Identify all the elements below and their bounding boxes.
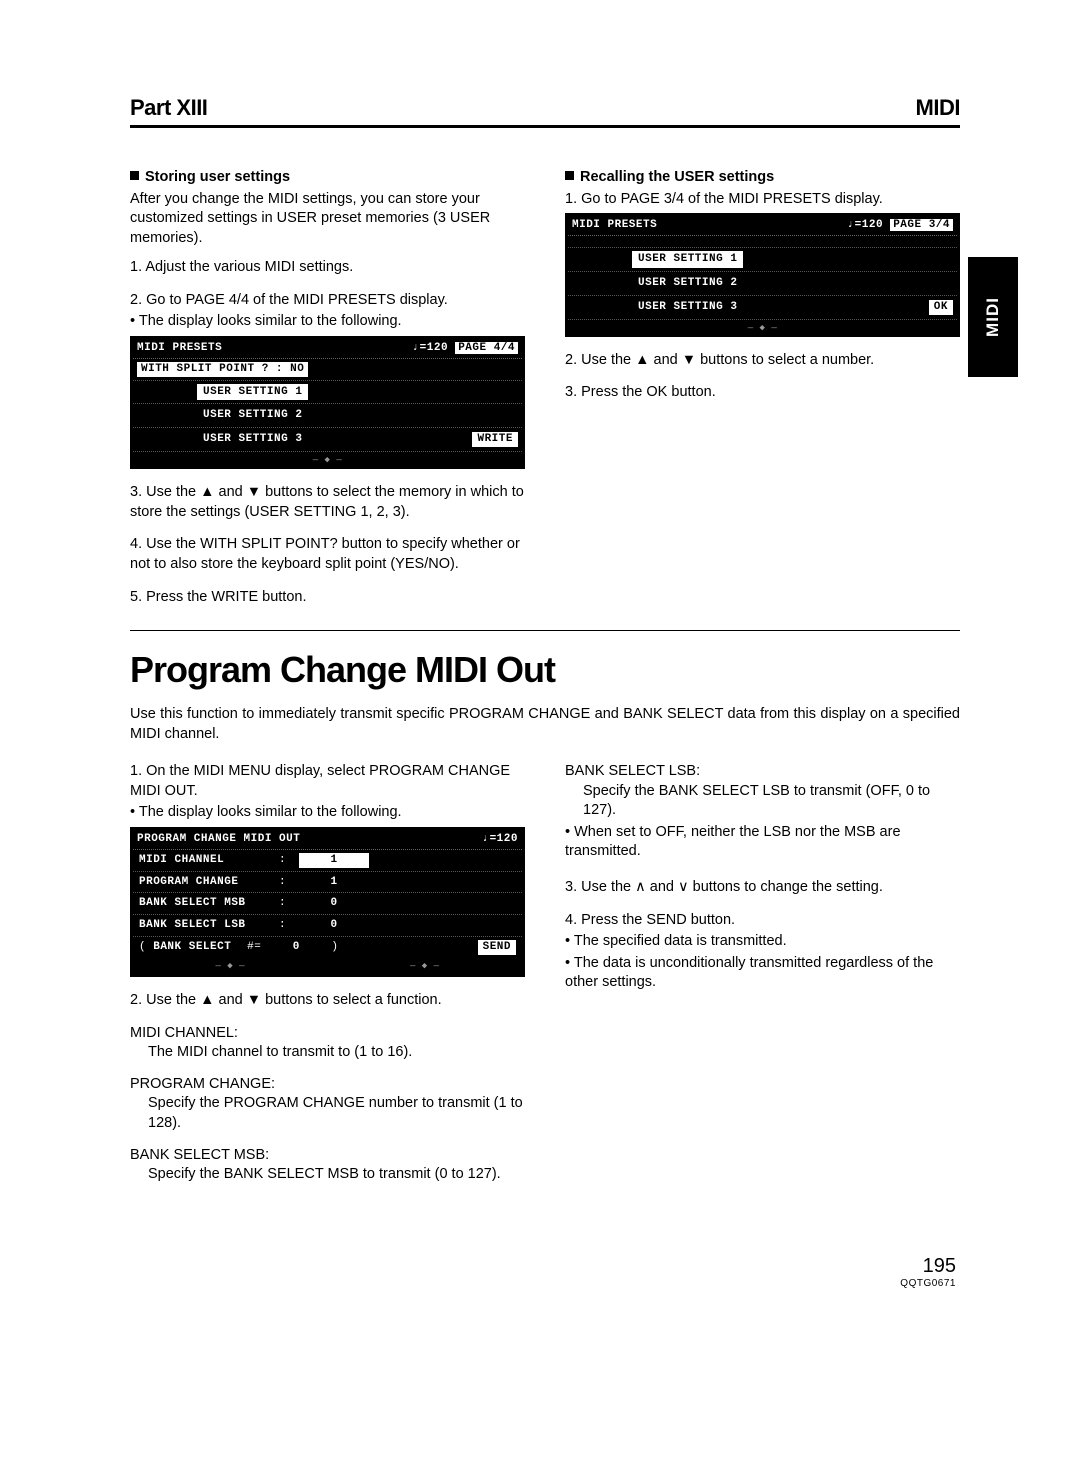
storing-steps: 1. Adjust the various MIDI settings. 2. … xyxy=(130,258,525,607)
rstep-1: 1. Go to PAGE 3/4 of the MIDI PRESETS di… xyxy=(565,190,960,337)
upper-columns: Storing user settings After you change t… xyxy=(130,168,960,620)
storing-heading: Storing user settings xyxy=(130,168,525,188)
def-midi-t: MIDI CHANNEL: xyxy=(130,1024,525,1044)
page-number: 195 xyxy=(130,1255,956,1278)
lcd-tempo: ♩=120 xyxy=(413,342,449,354)
square-bullet-icon xyxy=(565,171,574,180)
lower-columns: 1. On the MIDI MENU display, select PROG… xyxy=(130,762,960,1184)
pc-definitions-right: BANK SELECT LSB: Specify the BANK SELECT… xyxy=(565,762,960,821)
def-msb-b: Specify the BANK SELECT MSB to transmit … xyxy=(130,1165,525,1185)
pc-col-left: 1. On the MIDI MENU display, select PROG… xyxy=(130,762,525,1184)
lcd-write-button: WRITE xyxy=(472,432,518,447)
lcd-opt-1: USER SETTING 1 xyxy=(133,381,522,405)
def-lsb-b: Specify the BANK SELECT LSB to transmit … xyxy=(565,782,960,821)
lcd-ok-button: OK xyxy=(929,300,953,315)
def-pc-t: PROGRAM CHANGE: xyxy=(130,1075,525,1095)
lcd-footer: — ◆ — xyxy=(568,320,957,334)
lcd-row-pc: PROGRAM CHANGE : 1 xyxy=(133,872,522,894)
lcd-titlebar: MIDI PRESETS ♩=120 PAGE 3/4 xyxy=(568,216,957,236)
lcd-titlebar: MIDI PRESETS ♩=120 PAGE 4/4 xyxy=(133,339,522,359)
lcd-opt-3: USER SETTING 3 WRITE xyxy=(133,428,522,452)
pcstep-4: 4. Press the SEND button. The specified … xyxy=(565,911,960,993)
step-1: 1. Adjust the various MIDI settings. xyxy=(130,258,525,278)
lcd-store: MIDI PRESETS ♩=120 PAGE 4/4 WITH SPLIT P… xyxy=(130,336,525,469)
pcstep-4b: The data is unconditionally transmitted … xyxy=(565,954,960,993)
step-3: 3. Use the ▲ and ▼ buttons to select the… xyxy=(130,483,525,522)
divider xyxy=(130,630,960,631)
section-label: MIDI xyxy=(916,95,960,121)
lcd-titlebar: PROGRAM CHANGE MIDI OUT ♩=120 xyxy=(133,830,522,850)
pc-steps-right: 3. Use the ∧ and ∨ buttons to change the… xyxy=(565,878,960,993)
square-bullet-icon xyxy=(130,171,139,180)
doc-code: QQTG0671 xyxy=(130,1278,956,1289)
lcd-split-row: WITH SPLIT POINT ? : NO xyxy=(133,359,522,381)
pcstep-3: 3. Use the ∧ and ∨ buttons to change the… xyxy=(565,878,960,898)
recalling-heading: Recalling the USER settings xyxy=(565,168,960,188)
step-2: 2. Go to PAGE 4/4 of the MIDI PRESETS di… xyxy=(130,291,525,469)
col-storing: Storing user settings After you change t… xyxy=(130,168,525,620)
lcd-row-midi: MIDI CHANNEL : 1 xyxy=(133,850,522,872)
lcd-footer: — ◆ —— ◆ — xyxy=(133,958,522,974)
def-pc-b: Specify the PROGRAM CHANGE number to tra… xyxy=(130,1094,525,1133)
lcd-row-msb: BANK SELECT MSB : 0 xyxy=(133,893,522,915)
pc-col-right: BANK SELECT LSB: Specify the BANK SELECT… xyxy=(565,762,960,1184)
step-5: 5. Press the WRITE button. xyxy=(130,588,525,608)
side-tab-label: MIDI xyxy=(983,297,1003,337)
lcd-tempo: ♩=120 xyxy=(848,219,884,231)
def-lsb-note: When set to OFF, neither the LSB nor the… xyxy=(565,823,960,862)
lcd-send-button: SEND xyxy=(478,940,516,955)
lcd-row-lsb: BANK SELECT LSB : 0 xyxy=(133,915,522,937)
col-recalling: Recalling the USER settings 1. Go to PAG… xyxy=(565,168,960,620)
step-4: 4. Use the WITH SPLIT POINT? button to s… xyxy=(130,535,525,574)
lcd-opt-2: USER SETTING 2 xyxy=(568,272,957,296)
recalling-steps: 1. Go to PAGE 3/4 of the MIDI PRESETS di… xyxy=(565,190,960,403)
pcstep-1-note: The display looks similar to the followi… xyxy=(130,803,525,823)
page-header: Part XIII MIDI xyxy=(130,95,960,128)
pcstep-1: 1. On the MIDI MENU display, select PROG… xyxy=(130,762,525,977)
pc-intro: Use this function to immediately transmi… xyxy=(130,705,960,744)
side-tab-midi: MIDI xyxy=(968,257,1018,377)
pcstep-2: 2. Use the ▲ and ▼ buttons to select a f… xyxy=(130,991,525,1011)
lcd-title: MIDI PRESETS xyxy=(137,341,222,356)
lcd-footer: — ◆ — xyxy=(133,452,522,466)
pcstep-4a: The specified data is transmitted. xyxy=(565,932,960,952)
lcd-title: PROGRAM CHANGE MIDI OUT xyxy=(137,832,300,847)
pc-definitions-left: MIDI CHANNEL: The MIDI channel to transm… xyxy=(130,1024,525,1185)
pc-steps-left: 1. On the MIDI MENU display, select PROG… xyxy=(130,762,525,1010)
lcd-opt-2: USER SETTING 2 xyxy=(133,404,522,428)
def-msb-t: BANK SELECT MSB: xyxy=(130,1146,525,1166)
def-lsb-t: BANK SELECT LSB: xyxy=(565,762,960,782)
lcd-blank xyxy=(568,236,957,248)
lcd-page: PAGE 3/4 xyxy=(890,219,953,231)
lcd-pc: PROGRAM CHANGE MIDI OUT ♩=120 MIDI CHANN… xyxy=(130,827,525,977)
storing-intro: After you change the MIDI settings, you … xyxy=(130,190,525,249)
rstep-2: 2. Use the ▲ and ▼ buttons to select a n… xyxy=(565,351,960,371)
lcd-page: PAGE 4/4 xyxy=(455,342,518,354)
page-footer: 195 QQTG0671 xyxy=(130,1255,960,1289)
step-2-note: The display looks similar to the followi… xyxy=(130,312,525,332)
lcd-recall: MIDI PRESETS ♩=120 PAGE 3/4 USER SETTING… xyxy=(565,213,960,337)
heading-program-change: Program Change MIDI Out xyxy=(130,649,960,691)
lcd-title: MIDI PRESETS xyxy=(572,218,657,233)
lcd-opt-1: USER SETTING 1 xyxy=(568,248,957,272)
part-label: Part XIII xyxy=(130,95,207,121)
lcd-tempo: ♩=120 xyxy=(482,832,518,847)
lcd-opt-3: USER SETTING 3 OK xyxy=(568,296,957,320)
rstep-3: 3. Press the OK button. xyxy=(565,383,960,403)
lcd-row-bank: ( BANK SELECT #= 0 ) SEND xyxy=(133,937,522,958)
def-midi-b: The MIDI channel to transmit to (1 to 16… xyxy=(130,1043,525,1063)
